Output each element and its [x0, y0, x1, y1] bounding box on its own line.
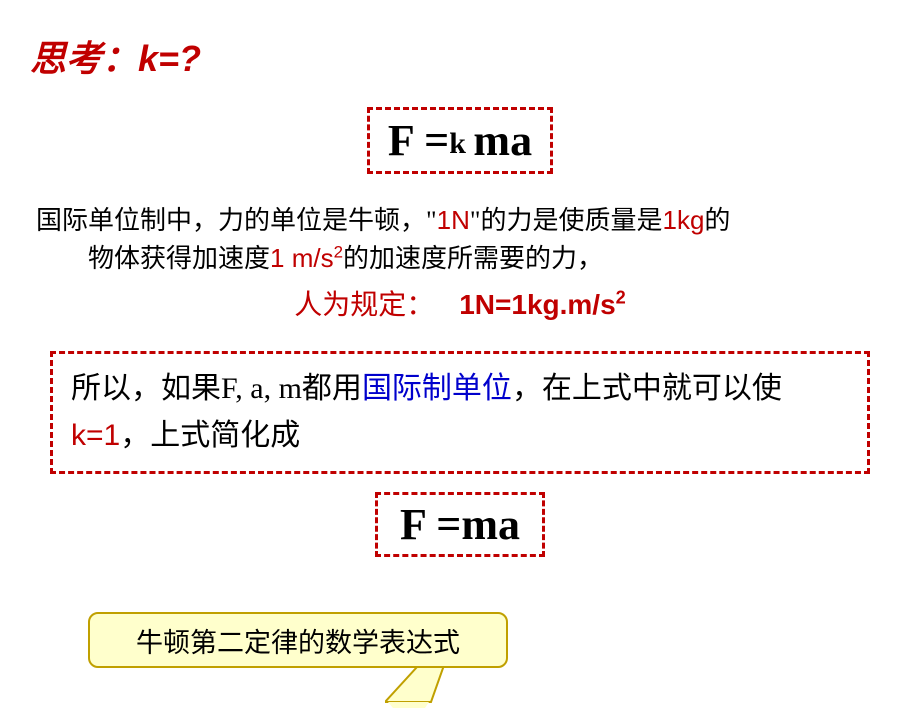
conclusion-box: 所以，如果F, a, m都用国际制单位，在上式中就可以使 k=1，上式简化成 [50, 351, 870, 474]
conclusion-seg1: 所以，如果F, a, m都用 [71, 372, 362, 405]
definition-label: 人为规定： [294, 290, 434, 321]
body-paragraph: 国际单位制中，力的单位是牛顿，"1N"的力是使质量是1kg的 物体获得加速度1 … [30, 202, 890, 277]
formula2-ma: ma [461, 500, 520, 549]
body-seg2: "的力是使质量是 [470, 206, 663, 235]
body-seg3: 的 [704, 206, 730, 235]
formula-ma: F =ma [375, 492, 545, 557]
definition-eq: 1N=1kg.m/s2 [459, 289, 626, 320]
formula-ma: ma [473, 116, 532, 165]
body-1N: 1N [437, 205, 470, 235]
slide-content: 思考：k=? F =k ma 国际单位制中，力的单位是牛顿，"1N"的力是使质量… [0, 0, 920, 690]
formula-ma-container: F =ma [30, 492, 890, 557]
callout-box: 牛顿第二定律的数学表达式 [88, 612, 508, 668]
slide-title: 思考：k=? [30, 30, 890, 82]
body-line2a: 物体获得加速度 [88, 244, 270, 273]
body-1kg: 1kg [663, 205, 705, 235]
formula-k: k [449, 127, 473, 160]
formula2-F: F [400, 500, 425, 549]
conclusion-seg2: ，在上式中就可以使 [512, 372, 782, 405]
body-line2: 物体获得加速度1 m/s2的加速度所需要的力， [36, 240, 884, 278]
body-seg1: 国际单位制中，力的单位是牛顿，" [36, 206, 437, 235]
body-line2b: 的加速度所需要的力， [343, 244, 603, 273]
formula-kma: F =k ma [367, 107, 553, 174]
conclusion-blue: 国际制单位 [362, 372, 512, 405]
conclusion-seg3: ，上式简化成 [120, 419, 300, 452]
definition-line: 人为规定： 1N=1kg.m/s2 [30, 283, 890, 323]
body-1ms2: 1 m/s2 [270, 243, 343, 273]
formula2-eq: = [425, 500, 461, 549]
formula-eq: = [413, 116, 449, 165]
callout-text: 牛顿第二定律的数学表达式 [136, 621, 460, 660]
conclusion-k1: k=1 [71, 419, 120, 452]
formula-F: F [388, 116, 413, 165]
formula-kma-container: F =k ma [30, 107, 890, 174]
